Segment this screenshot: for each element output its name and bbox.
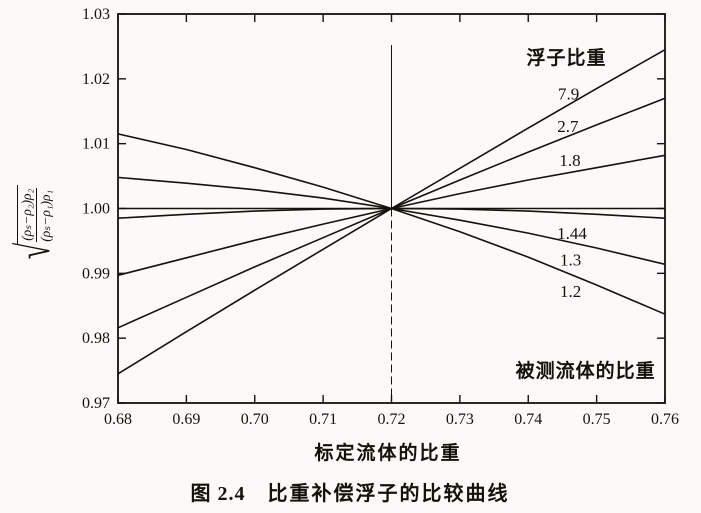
- caption-number: 图 2.4: [190, 483, 246, 505]
- x-tick-label: 0.71: [309, 411, 337, 428]
- x-tick-label: 0.69: [172, 411, 200, 428]
- curve-float-gravity-1.2: [117, 133, 666, 315]
- y-tick-label: 0.97: [82, 395, 110, 412]
- curve-label-1.44: 1.44: [557, 224, 587, 243]
- x-tick-label: 0.74: [514, 411, 542, 428]
- x-tick-label: 0.68: [104, 411, 132, 428]
- y-tick-label: 0.98: [82, 330, 110, 347]
- x-tick-label: 0.76: [651, 411, 679, 428]
- ylabel-denominator: (ρₛ−ρ₁)ρ₁: [37, 189, 53, 242]
- y-axis-label: √ (ρₛ−ρ₂)ρ₂ (ρₛ−ρ₁)ρ₁: [9, 155, 61, 289]
- x-axis-label: 标定流体的比重: [314, 443, 462, 464]
- float-gravity-annotation: 浮子比重: [527, 46, 607, 69]
- figure-caption: 图 2.4 比重补偿浮子的比较曲线: [120, 477, 580, 506]
- curve-label-1.3: 1.3: [560, 251, 581, 270]
- caption-title: 比重补偿浮子的比较曲线: [267, 483, 510, 505]
- ylabel-numerator: (ρₛ−ρ₂)ρ₂: [18, 187, 37, 242]
- curve-label-2.7: 2.7: [557, 117, 579, 136]
- curve-label-1.2: 1.2: [560, 282, 581, 301]
- curve-label-7.9: 7.9: [558, 85, 579, 104]
- ylabel-fraction: (ρₛ−ρ₂)ρ₂ (ρₛ−ρ₁)ρ₁: [16, 184, 54, 245]
- x-tick-label: 0.70: [241, 411, 269, 428]
- y-tick-label: 1.01: [82, 136, 110, 153]
- y-tick-label: 1.03: [82, 6, 110, 23]
- curve-label-1.8: 1.8: [559, 151, 580, 170]
- y-tick-label: 1.00: [82, 201, 110, 218]
- y-tick-label: 1.02: [82, 71, 110, 88]
- chart-canvas: 0.68 0.69 0.70 0.71 0.72 0.73 0.74 0.75 0.76 0.97…: [82, 6, 679, 428]
- y-tick-label: 0.99: [82, 265, 110, 282]
- radical-sign: √: [8, 242, 60, 260]
- x-tick-label: 0.72: [378, 411, 406, 428]
- x-tick-label: 0.75: [583, 411, 611, 428]
- measured-fluid-annotation: 被测流体的比重: [516, 359, 656, 382]
- x-tick-label: 0.73: [446, 411, 474, 428]
